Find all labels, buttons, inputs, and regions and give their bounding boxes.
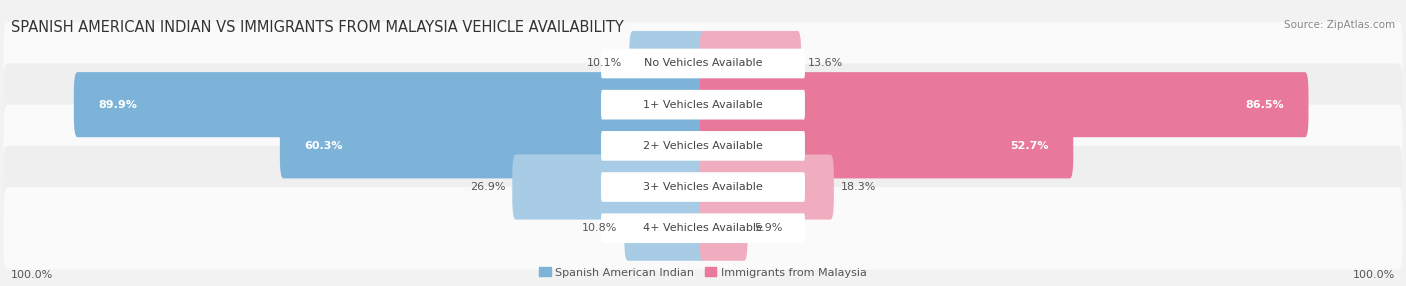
FancyBboxPatch shape [4, 105, 1402, 187]
Text: 2+ Vehicles Available: 2+ Vehicles Available [643, 141, 763, 151]
FancyBboxPatch shape [600, 49, 806, 78]
FancyBboxPatch shape [4, 63, 1402, 146]
FancyBboxPatch shape [280, 113, 706, 178]
Text: 100.0%: 100.0% [1353, 270, 1395, 280]
FancyBboxPatch shape [4, 22, 1402, 105]
Text: No Vehicles Available: No Vehicles Available [644, 59, 762, 68]
FancyBboxPatch shape [600, 90, 806, 120]
FancyBboxPatch shape [4, 146, 1402, 228]
FancyBboxPatch shape [512, 154, 706, 220]
Text: 13.6%: 13.6% [808, 59, 844, 68]
FancyBboxPatch shape [624, 196, 706, 261]
Text: 26.9%: 26.9% [470, 182, 505, 192]
Text: 89.9%: 89.9% [98, 100, 136, 110]
Text: 18.3%: 18.3% [841, 182, 876, 192]
FancyBboxPatch shape [700, 196, 748, 261]
FancyBboxPatch shape [700, 113, 1073, 178]
FancyBboxPatch shape [630, 31, 706, 96]
Text: 52.7%: 52.7% [1011, 141, 1049, 151]
Text: 86.5%: 86.5% [1246, 100, 1284, 110]
FancyBboxPatch shape [75, 72, 706, 137]
FancyBboxPatch shape [700, 31, 801, 96]
FancyBboxPatch shape [700, 72, 1309, 137]
Text: Source: ZipAtlas.com: Source: ZipAtlas.com [1284, 20, 1395, 30]
FancyBboxPatch shape [600, 172, 806, 202]
Text: SPANISH AMERICAN INDIAN VS IMMIGRANTS FROM MALAYSIA VEHICLE AVAILABILITY: SPANISH AMERICAN INDIAN VS IMMIGRANTS FR… [11, 20, 624, 35]
Text: 10.1%: 10.1% [588, 59, 623, 68]
FancyBboxPatch shape [600, 213, 806, 243]
FancyBboxPatch shape [600, 131, 806, 161]
Legend: Spanish American Indian, Immigrants from Malaysia: Spanish American Indian, Immigrants from… [540, 267, 866, 278]
Text: 4+ Vehicles Available: 4+ Vehicles Available [643, 223, 763, 233]
FancyBboxPatch shape [4, 187, 1402, 269]
Text: 3+ Vehicles Available: 3+ Vehicles Available [643, 182, 763, 192]
Text: 5.9%: 5.9% [755, 223, 783, 233]
Text: 10.8%: 10.8% [582, 223, 617, 233]
Text: 60.3%: 60.3% [304, 141, 343, 151]
Text: 100.0%: 100.0% [11, 270, 53, 280]
Text: 1+ Vehicles Available: 1+ Vehicles Available [643, 100, 763, 110]
FancyBboxPatch shape [700, 154, 834, 220]
